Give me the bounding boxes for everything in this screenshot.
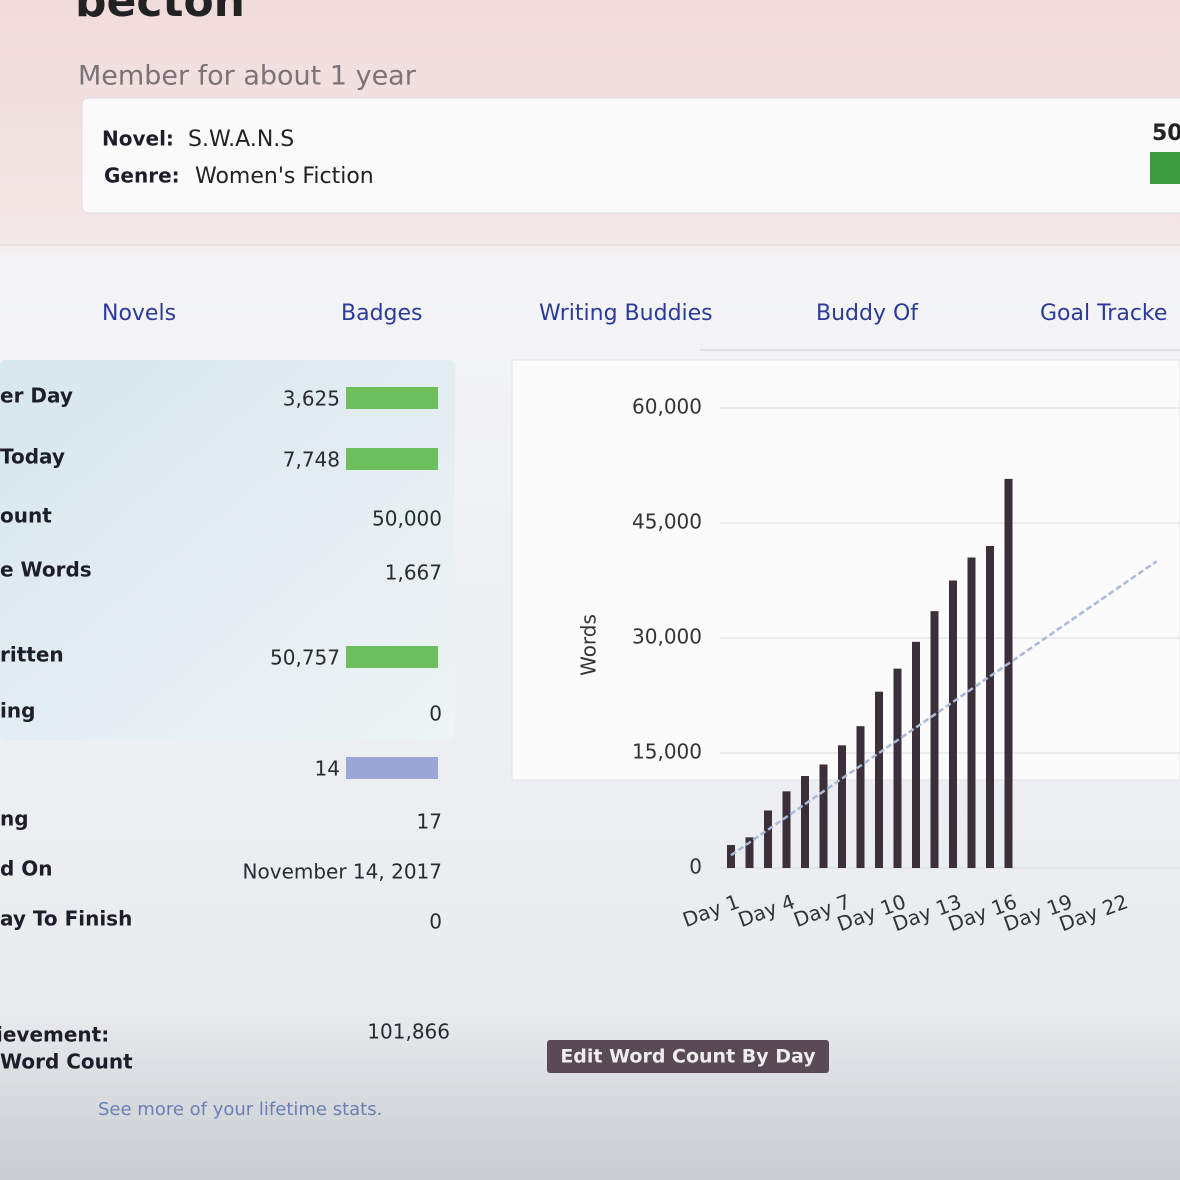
stat-value: 0 bbox=[429, 910, 442, 934]
stat-value: 7,748 bbox=[283, 448, 340, 472]
genre: Women's Fiction bbox=[195, 164, 374, 189]
stat-label: ount bbox=[0, 504, 52, 528]
novel-title: S.W.A.N.S bbox=[188, 127, 294, 152]
target-line bbox=[730, 560, 1158, 857]
edit-button-label[interactable]: Edit Word Count By Day bbox=[560, 1046, 816, 1068]
bar bbox=[893, 668, 902, 868]
bar bbox=[930, 611, 939, 868]
stat-label: ay To Finish bbox=[0, 907, 132, 931]
tab[interactable]: Buddy Of bbox=[816, 301, 919, 326]
stat-label: e Words bbox=[0, 558, 92, 582]
tab[interactable]: Novels bbox=[102, 301, 176, 326]
lifetime-link[interactable]: See more of your lifetime stats. bbox=[98, 1099, 382, 1120]
achievement-value: 101,866 bbox=[367, 1020, 450, 1044]
y-tick-label: 30,000 bbox=[632, 625, 702, 649]
stat-value: 50,757 bbox=[270, 646, 340, 670]
bar bbox=[782, 791, 791, 868]
stat-label: ng bbox=[0, 807, 29, 831]
y-tick-label: 15,000 bbox=[632, 740, 702, 764]
bar bbox=[727, 845, 735, 868]
bar bbox=[875, 691, 883, 868]
achievement-sub: Word Count bbox=[0, 1050, 133, 1074]
stats-panel bbox=[0, 360, 455, 740]
achievement-label: ievement: bbox=[0, 1023, 109, 1047]
goal-bar bbox=[1150, 152, 1180, 184]
stat-label: ritten bbox=[0, 643, 64, 667]
stat-value: 1,667 bbox=[385, 561, 442, 585]
bar bbox=[967, 557, 976, 868]
progress-bar bbox=[346, 646, 438, 668]
bar bbox=[856, 726, 865, 868]
stat-label: d On bbox=[0, 857, 53, 881]
stat-label: Today bbox=[0, 445, 65, 469]
bar bbox=[838, 745, 846, 868]
novel-label: Novel: bbox=[102, 127, 174, 151]
genre-label: Genre: bbox=[104, 164, 180, 188]
stat-value: 50,000 bbox=[372, 507, 442, 531]
goal-corner: 50 bbox=[1152, 121, 1180, 146]
progress-bar bbox=[346, 448, 438, 470]
novel-card bbox=[81, 97, 1180, 214]
stat-label: er Day bbox=[0, 384, 73, 408]
tab[interactable]: Writing Buddies bbox=[539, 301, 713, 326]
tab[interactable]: Goal Tracke bbox=[1040, 301, 1167, 326]
y-tick-label: 45,000 bbox=[632, 510, 702, 534]
bar bbox=[764, 810, 772, 868]
bar bbox=[949, 580, 957, 868]
tab[interactable]: Badges bbox=[341, 301, 423, 326]
bar bbox=[819, 764, 828, 868]
y-axis-label: Words bbox=[577, 614, 601, 676]
stat-value: November 14, 2017 bbox=[243, 860, 442, 884]
user-name: becton bbox=[75, 0, 245, 27]
y-tick-label: 60,000 bbox=[632, 395, 702, 419]
bar bbox=[1004, 478, 1013, 868]
stat-value: 17 bbox=[417, 810, 442, 834]
stat-value: 3,625 bbox=[283, 387, 340, 411]
chart-panel bbox=[511, 359, 1180, 781]
y-tick-label: 0 bbox=[689, 855, 702, 879]
progress-bar bbox=[346, 387, 438, 409]
stat-label: ing bbox=[0, 699, 35, 723]
edit-button[interactable] bbox=[547, 1040, 829, 1073]
progress-bar bbox=[346, 757, 438, 779]
stat-value: 14 bbox=[315, 757, 340, 781]
bar bbox=[801, 776, 809, 868]
bar bbox=[912, 641, 920, 868]
stat-value: 0 bbox=[429, 702, 442, 726]
bar bbox=[745, 837, 754, 868]
bar bbox=[986, 546, 994, 868]
member-since: Member for about 1 year bbox=[78, 61, 417, 92]
